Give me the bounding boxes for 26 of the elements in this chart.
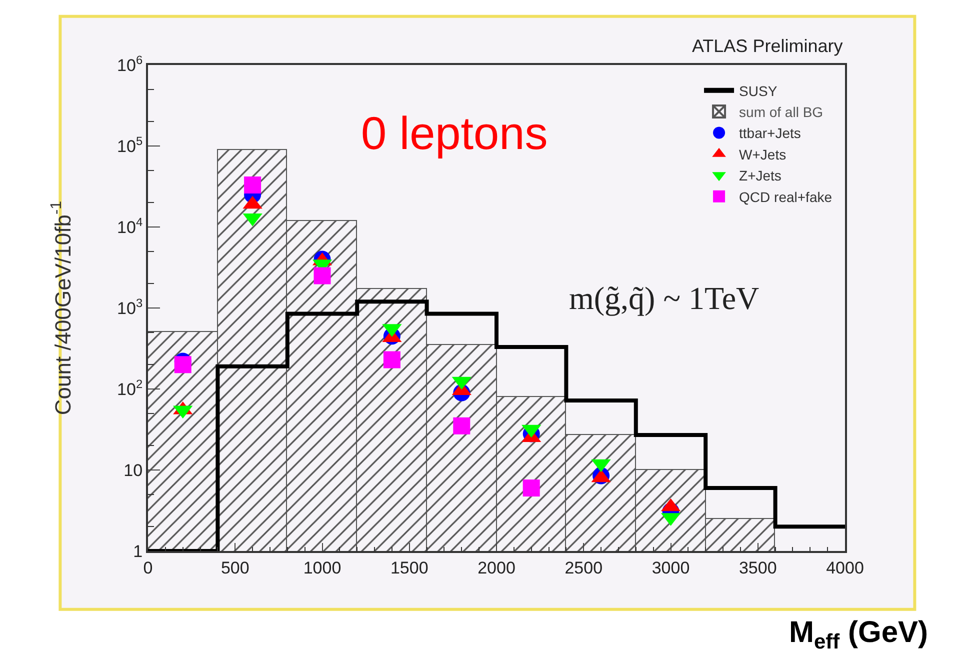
x-tick-label: 1500 [390, 558, 428, 578]
x-tick-label: 0 [143, 558, 153, 578]
y-tick-label: 10$^{4}$ [117, 214, 143, 237]
legend-label: SUSY [739, 82, 778, 99]
text: sum of all BG [739, 104, 824, 120]
legend-label: QCD real+fake [739, 188, 832, 205]
y-tick-label: 10 [124, 460, 143, 480]
legend-label: Z+Jets [739, 168, 782, 184]
legend-label: ttbar+Jets [739, 125, 801, 142]
y-tick-label: 10$^{6}$ [117, 52, 143, 75]
x-tick-label: 3000 [652, 558, 690, 578]
annotation: m(g̃,q̃) ~ 1TeV [569, 280, 760, 316]
y-tick-label: 1 [133, 542, 143, 561]
x-tick-label: 3500 [738, 558, 777, 578]
x-tick-label: 2500 [564, 558, 603, 578]
y-tick-label: 10$^{5}$ [117, 134, 143, 156]
x-axis-title: M$_{eff}$ (GeV) [789, 616, 928, 654]
x-tick-label: 500 [220, 558, 250, 578]
y-tick-label: 10$^{2}$ [117, 376, 143, 399]
x-tick-label: 1000 [303, 558, 342, 578]
legend-label: W+Jets [739, 146, 786, 162]
text: ATLAS Preliminary [692, 36, 843, 56]
x-tick-label: 4000 [826, 558, 864, 578]
y-tick-label: 10$^{3}$ [117, 296, 143, 318]
x-tick-label: 2000 [478, 558, 516, 578]
annotation: 0 leptons [361, 107, 548, 159]
